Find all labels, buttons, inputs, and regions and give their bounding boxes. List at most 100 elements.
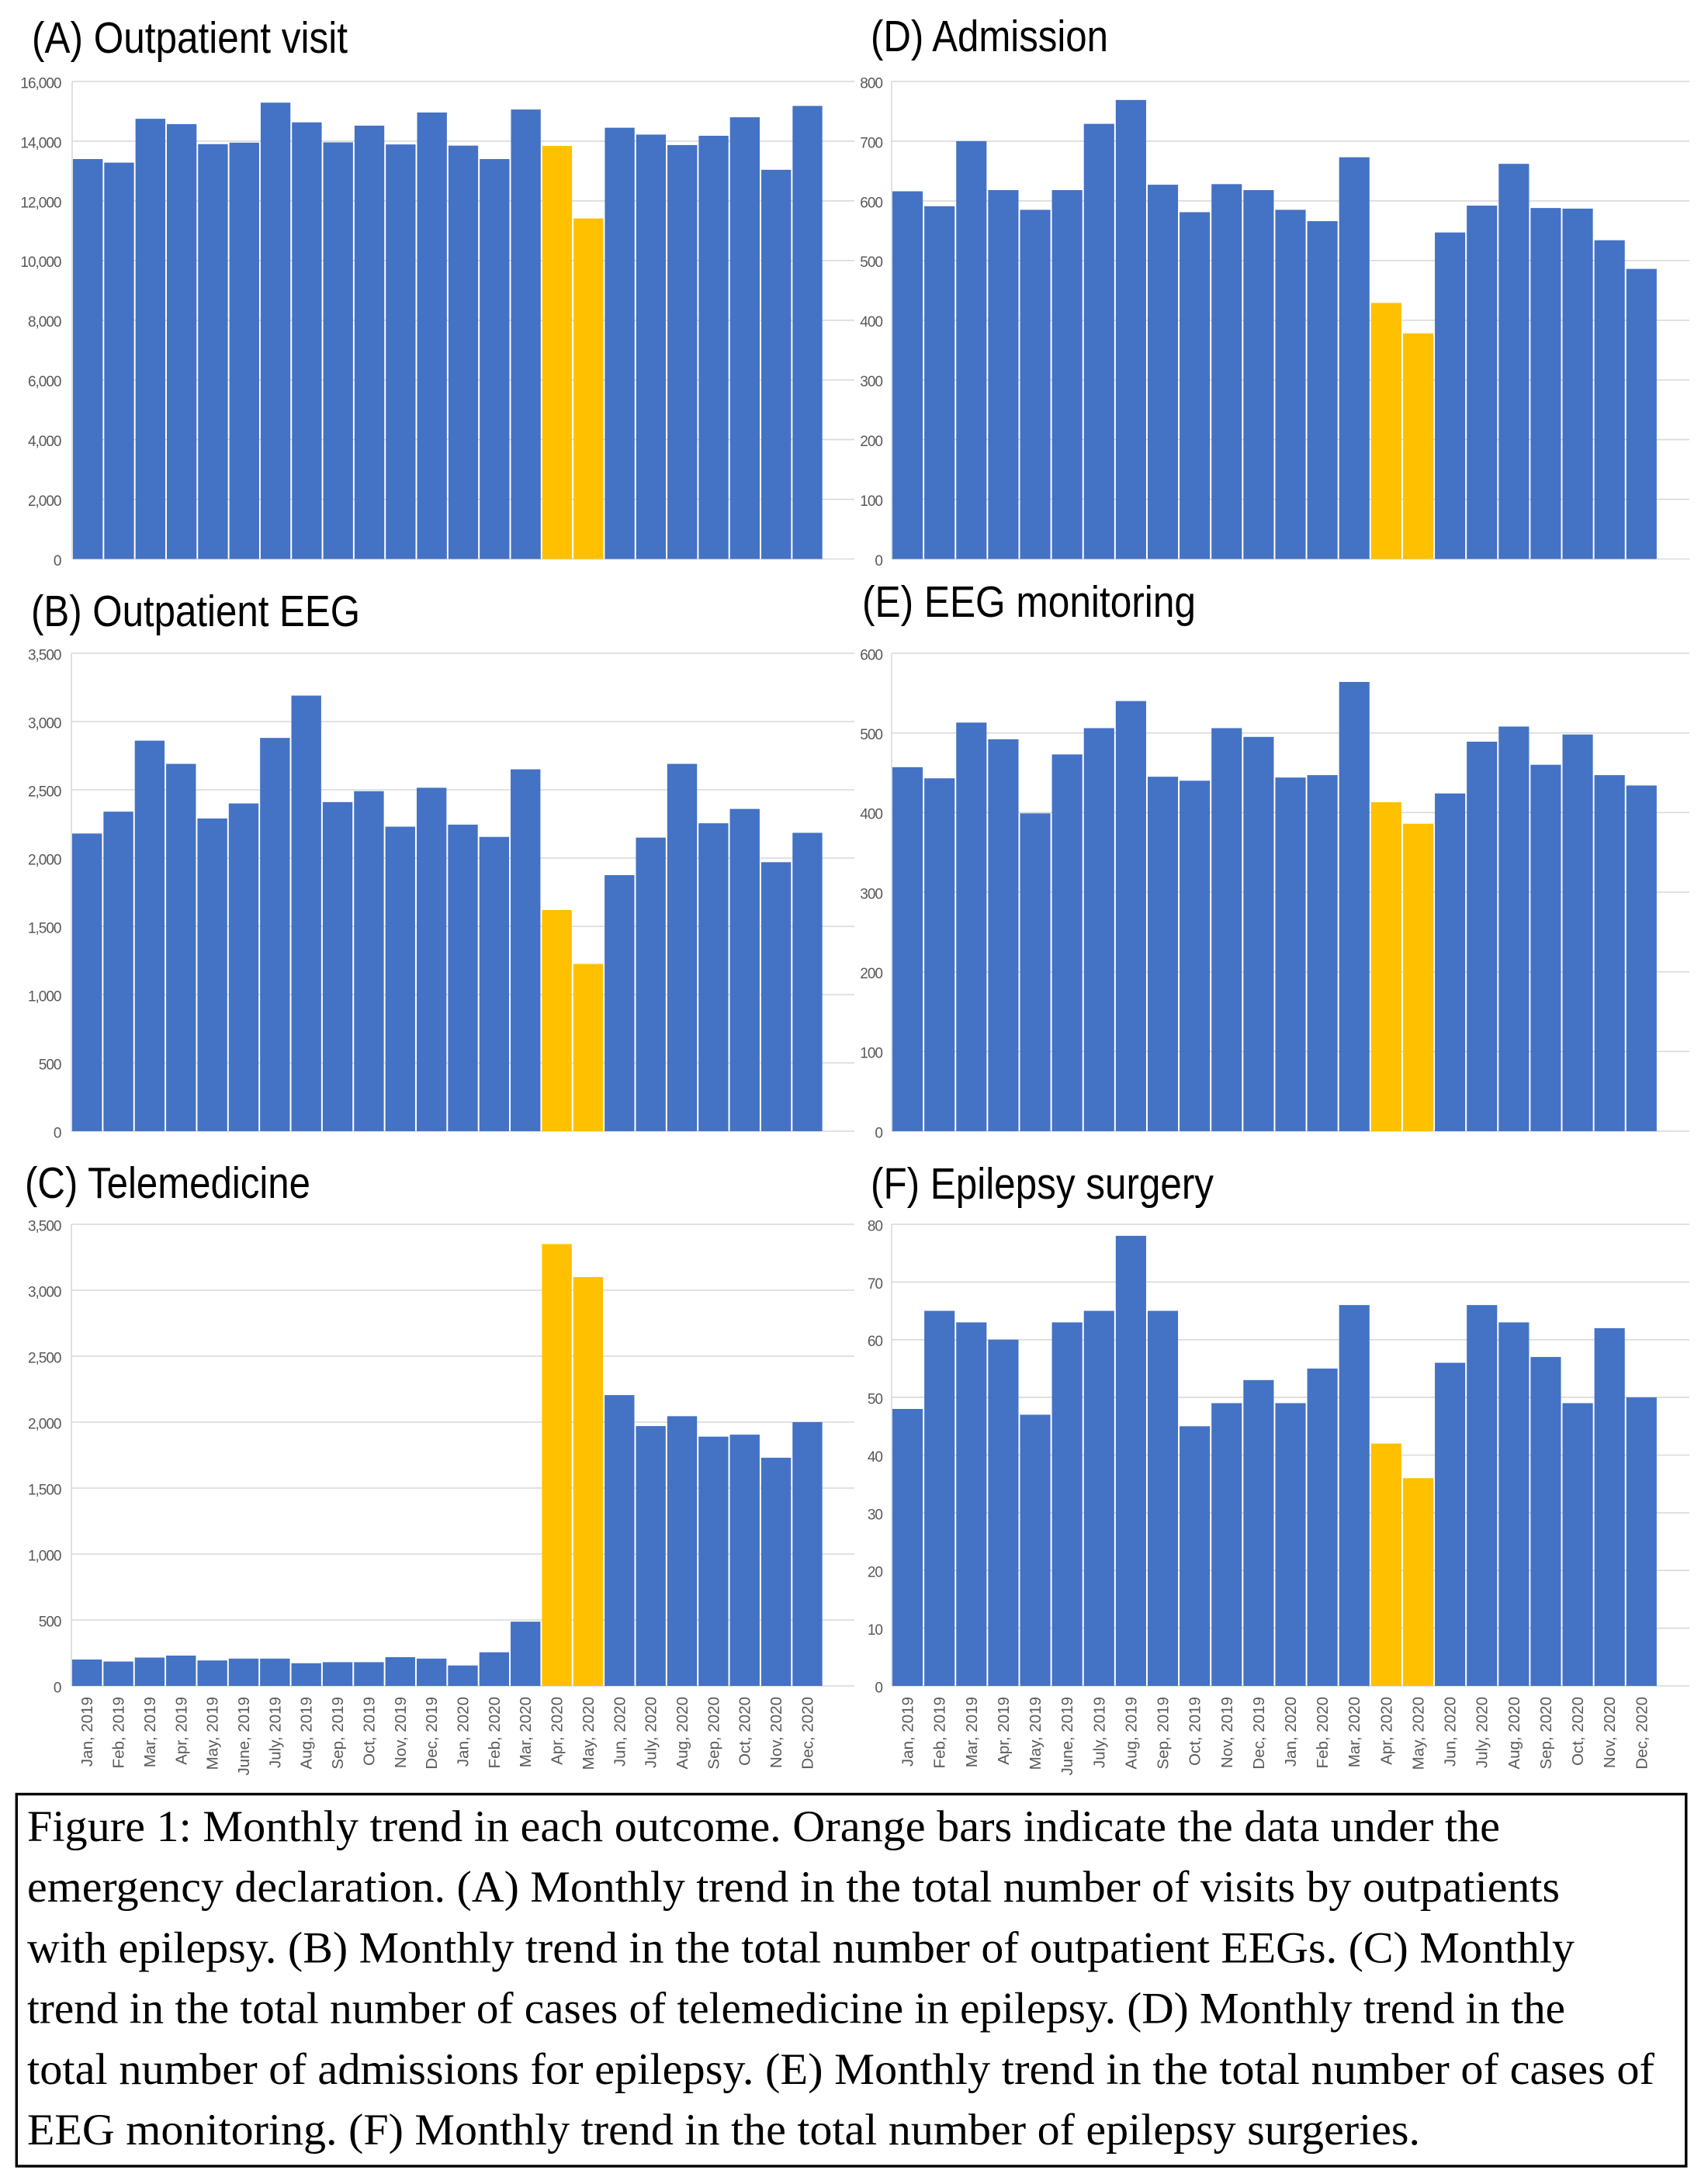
- svg-text:Apr, 2020: Apr, 2020: [1377, 1697, 1395, 1765]
- svg-text:10: 10: [868, 1622, 883, 1639]
- svg-text:Feb, 2019: Feb, 2019: [931, 1697, 949, 1768]
- svg-text:Aug, 2020: Aug, 2020: [674, 1697, 691, 1769]
- svg-text:July, 2019: July, 2019: [1090, 1697, 1108, 1768]
- svg-text:0: 0: [875, 553, 882, 569]
- svg-text:200: 200: [860, 434, 882, 450]
- svg-text:50: 50: [868, 1392, 883, 1408]
- svg-text:1,500: 1,500: [28, 1482, 61, 1498]
- svg-text:Nov, 2020: Nov, 2020: [1601, 1697, 1619, 1768]
- svg-text:30: 30: [868, 1507, 883, 1523]
- svg-text:May, 2019: May, 2019: [204, 1697, 222, 1770]
- svg-text:July, 2020: July, 2020: [1474, 1697, 1491, 1768]
- svg-text:14,000: 14,000: [20, 135, 61, 151]
- svg-text:Oct, 2020: Oct, 2020: [736, 1697, 754, 1766]
- svg-text:2,000: 2,000: [28, 852, 61, 868]
- svg-text:8,000: 8,000: [28, 314, 61, 331]
- svg-text:Jan, 2019: Jan, 2019: [899, 1697, 917, 1767]
- svg-text:2,000: 2,000: [28, 493, 61, 510]
- svg-text:0: 0: [54, 1125, 61, 1141]
- svg-text:0: 0: [54, 1680, 61, 1696]
- svg-text:June, 2019: June, 2019: [1058, 1697, 1076, 1775]
- svg-text:total number of admissions for: total number of admissions for epilepsy.…: [27, 2045, 1654, 2094]
- svg-text:emergency declaration. (A) Mon: emergency declaration. (A) Monthly trend…: [27, 1863, 1560, 1912]
- svg-text:3,000: 3,000: [28, 1284, 61, 1300]
- svg-text:June, 2019: June, 2019: [235, 1697, 253, 1775]
- svg-text:Oct, 2019: Oct, 2019: [360, 1697, 378, 1766]
- svg-text:2,000: 2,000: [28, 1416, 61, 1432]
- svg-text:Feb, 2020: Feb, 2020: [486, 1697, 504, 1768]
- svg-text:0: 0: [875, 1125, 882, 1141]
- svg-text:(E) EEG monitoring: (E) EEG monitoring: [862, 577, 1196, 627]
- svg-text:Sep, 2020: Sep, 2020: [705, 1697, 722, 1769]
- svg-text:(B) Outpatient EEG: (B) Outpatient EEG: [31, 587, 360, 636]
- svg-text:1,000: 1,000: [28, 1548, 61, 1564]
- svg-text:600: 600: [860, 195, 882, 211]
- svg-text:Apr, 2019: Apr, 2019: [995, 1697, 1013, 1765]
- svg-text:100: 100: [860, 1046, 882, 1062]
- svg-text:with epilepsy. (B) Monthly tre: with epilepsy. (B) Monthly trend in the …: [27, 1923, 1575, 1972]
- svg-text:12,000: 12,000: [20, 195, 61, 211]
- svg-text:Feb, 2020: Feb, 2020: [1314, 1697, 1332, 1768]
- svg-text:40: 40: [868, 1449, 883, 1466]
- svg-text:0: 0: [54, 553, 61, 569]
- svg-text:Nov, 2019: Nov, 2019: [1218, 1697, 1236, 1768]
- svg-text:Feb, 2019: Feb, 2019: [110, 1697, 128, 1768]
- svg-text:Jan, 2020: Jan, 2020: [455, 1697, 473, 1767]
- svg-text:10,000: 10,000: [20, 254, 61, 271]
- svg-text:Oct, 2020: Oct, 2020: [1569, 1697, 1587, 1766]
- svg-text:400: 400: [860, 807, 882, 823]
- svg-text:July, 2020: July, 2020: [643, 1697, 660, 1768]
- svg-text:3,000: 3,000: [28, 715, 61, 732]
- svg-text:600: 600: [860, 647, 882, 663]
- svg-text:Dec, 2020: Dec, 2020: [1633, 1697, 1651, 1769]
- svg-text:500: 500: [860, 727, 882, 743]
- svg-text:80: 80: [868, 1218, 883, 1234]
- svg-text:Sep, 2020: Sep, 2020: [1537, 1697, 1555, 1769]
- svg-text:Oct, 2019: Oct, 2019: [1187, 1697, 1204, 1766]
- svg-text:Figure 1: Monthly trend in eac: Figure 1: Monthly trend in each outcome.…: [27, 1802, 1500, 1851]
- svg-text:(D) Admission: (D) Admission: [871, 12, 1108, 61]
- svg-text:700: 700: [860, 135, 882, 151]
- svg-text:Dec, 2020: Dec, 2020: [799, 1697, 817, 1769]
- svg-text:Mar, 2019: Mar, 2019: [963, 1697, 981, 1767]
- svg-text:2,500: 2,500: [28, 1350, 61, 1366]
- svg-text:Nov, 2020: Nov, 2020: [767, 1697, 785, 1768]
- svg-text:Sep, 2019: Sep, 2019: [329, 1697, 347, 1769]
- svg-text:Aug, 2019: Aug, 2019: [298, 1697, 316, 1769]
- svg-text:Dec, 2019: Dec, 2019: [1250, 1697, 1268, 1769]
- svg-text:3,500: 3,500: [28, 647, 61, 663]
- svg-text:trend in the total number of c: trend in the total number of cases of te…: [27, 1985, 1565, 2033]
- svg-text:200: 200: [860, 966, 882, 982]
- svg-text:Apr, 2020: Apr, 2020: [549, 1697, 566, 1765]
- svg-text:500: 500: [39, 1057, 61, 1073]
- svg-text:Nov, 2019: Nov, 2019: [392, 1697, 410, 1768]
- svg-text:4,000: 4,000: [28, 434, 61, 450]
- svg-text:Jun, 2020: Jun, 2020: [1442, 1697, 1460, 1767]
- svg-text:Mar, 2019: Mar, 2019: [141, 1697, 159, 1767]
- svg-text:2,500: 2,500: [28, 784, 61, 800]
- svg-text:1,500: 1,500: [28, 920, 61, 936]
- svg-text:(A) Outpatient visit: (A) Outpatient visit: [32, 13, 348, 63]
- svg-text:(F) Epilepsy surgery: (F) Epilepsy surgery: [871, 1159, 1214, 1209]
- svg-text:Apr, 2019: Apr, 2019: [172, 1697, 190, 1765]
- svg-text:800: 800: [860, 75, 882, 92]
- svg-text:Jun, 2020: Jun, 2020: [611, 1697, 629, 1767]
- svg-text:1,000: 1,000: [28, 988, 61, 1005]
- svg-text:400: 400: [860, 314, 882, 331]
- svg-text:Jan, 2020: Jan, 2020: [1282, 1697, 1300, 1767]
- svg-text:EEG monitoring. (F) Monthly tr: EEG monitoring. (F) Monthly trend in the…: [27, 2106, 1420, 2155]
- svg-text:(C) Telemedicine: (C) Telemedicine: [25, 1158, 310, 1208]
- svg-text:500: 500: [39, 1614, 61, 1630]
- svg-text:Sep, 2019: Sep, 2019: [1155, 1697, 1173, 1769]
- svg-text:70: 70: [868, 1276, 883, 1293]
- svg-text:100: 100: [860, 493, 882, 510]
- svg-text:16,000: 16,000: [20, 75, 61, 92]
- svg-text:Mar, 2020: Mar, 2020: [1346, 1697, 1363, 1767]
- svg-text:6,000: 6,000: [28, 374, 61, 390]
- svg-text:Mar, 2020: Mar, 2020: [517, 1697, 535, 1767]
- svg-text:Dec, 2019: Dec, 2019: [423, 1697, 441, 1769]
- svg-text:300: 300: [860, 886, 882, 902]
- svg-text:May, 2020: May, 2020: [1410, 1697, 1428, 1770]
- svg-text:500: 500: [860, 254, 882, 271]
- svg-text:3,500: 3,500: [28, 1218, 61, 1234]
